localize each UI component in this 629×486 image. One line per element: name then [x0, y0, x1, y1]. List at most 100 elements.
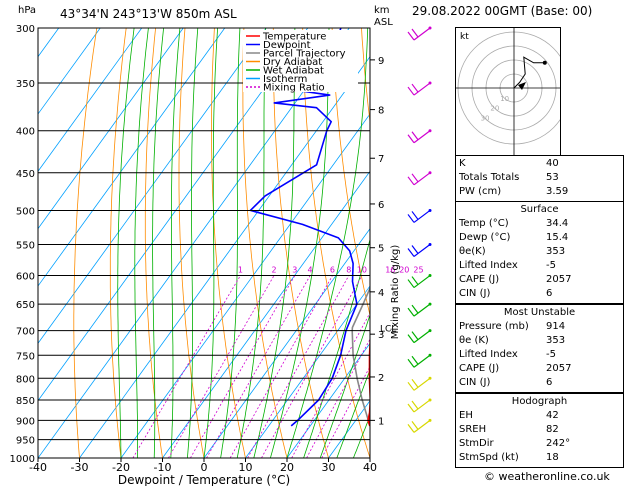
legend-label: Temperature — [262, 32, 326, 43]
index-label: PW (cm) — [459, 186, 502, 197]
wind-barb-flag — [407, 248, 415, 257]
legend-label: Dry Adiabat — [263, 57, 322, 68]
km-tick-label: 9 — [378, 56, 384, 67]
pressure-tick-label: 600 — [16, 272, 35, 283]
mixing-ratio-label: 16 — [385, 266, 395, 275]
surface-label: CIN (J) — [459, 288, 491, 299]
hodo-value: 82 — [546, 424, 559, 435]
wind-barb-flag — [411, 304, 419, 314]
wet-adiabat-line — [336, 368, 370, 458]
indices-panel: K 40 Totals Totals 53 PW (cm) 3.59 — [455, 155, 624, 202]
mixing-ratio-label: 8 — [346, 266, 351, 275]
wind-barb-flag — [407, 403, 415, 413]
temperature-series — [367, 329, 370, 427]
wind-barb-dot — [428, 129, 432, 133]
wind-barb-shaft — [413, 419, 431, 433]
pressure-tick-label: 350 — [16, 79, 35, 90]
mixing-ratio-label: 6 — [330, 266, 335, 275]
hodograph-ring-label: 30 — [481, 114, 490, 122]
wind-barb — [407, 376, 432, 391]
wind-barb-shaft — [413, 172, 431, 186]
surface-label: CAPE (J) — [459, 274, 500, 285]
pressure-tick-label: 450 — [16, 169, 35, 180]
wind-barb-shaft — [413, 244, 431, 257]
isotherm-line — [38, 28, 267, 345]
surface-value: -5 — [546, 260, 556, 271]
surface-title: Surface — [520, 204, 559, 215]
mu-label: Pressure (mb) — [459, 321, 529, 332]
surface-value: 353 — [546, 246, 566, 257]
wind-barb-flag — [407, 307, 415, 317]
legend-label: Wet Adiabat — [263, 66, 324, 77]
legend-label: Mixing Ratio — [263, 83, 325, 94]
copyright-footer[interactable]: © weatheronline.co.uk — [484, 470, 610, 483]
mu-label: θe (K) — [459, 335, 489, 346]
dry-adiabat-line — [144, 28, 163, 458]
wet-adiabat-line — [187, 28, 199, 458]
asl-unit-label: ASL — [374, 17, 393, 28]
index-value: 3.59 — [546, 186, 569, 197]
legend-label: Isotherm — [263, 74, 307, 85]
mixing-ratio-line — [247, 275, 350, 458]
surface-value: 2057 — [546, 274, 572, 285]
wind-barb-dot — [428, 398, 432, 402]
temperature-tick-label: 10 — [239, 461, 253, 474]
lcl-label: LCL — [380, 325, 396, 335]
dewpoint-series — [249, 28, 358, 427]
mu-value: -5 — [546, 349, 556, 360]
wind-barb — [407, 242, 432, 257]
wind-barb-flag — [407, 134, 415, 144]
wind-barb-flag — [407, 86, 415, 96]
surface-value: 15.4 — [546, 232, 569, 243]
temperature-tick-label: -10 — [154, 461, 172, 474]
isotherm-line — [38, 28, 184, 230]
mixing-ratio-label: 1 — [238, 266, 243, 275]
wind-barb-dot — [428, 208, 432, 212]
mixing-ratio-line — [168, 275, 275, 458]
surface-value: 34.4 — [546, 218, 569, 229]
hodograph-table-title: Hodograph — [511, 396, 568, 407]
mu-label: CAPE (J) — [459, 363, 500, 374]
wind-barb-flag — [411, 173, 419, 183]
wind-barb-dot — [428, 242, 432, 246]
pressure-tick-label: 750 — [16, 351, 35, 362]
hodo-label: StmSpd (kt) — [459, 452, 519, 463]
wet-adiabat-line — [319, 313, 370, 458]
temperature-tick-label: 40 — [363, 461, 377, 474]
mixing-ratio-line — [190, 275, 296, 458]
pressure-tick-label: 1000 — [10, 454, 35, 465]
pressure-tick-label: 850 — [16, 396, 35, 407]
hodo-value: 242° — [546, 438, 571, 449]
temperature-tick-label: -40 — [29, 461, 47, 474]
surface-label: Temp (°C) — [459, 218, 509, 229]
pressure-tick-label: 400 — [16, 127, 35, 138]
wind-barb-flag — [411, 355, 419, 365]
index-label: K — [459, 158, 466, 169]
wind-barb-dot — [428, 81, 432, 85]
surface-label: Lifted Index — [459, 260, 518, 271]
mixing-ratio-line — [261, 275, 363, 458]
mu-label: CIN (J) — [459, 377, 491, 388]
mixing-ratio-line — [206, 275, 311, 458]
hodograph-table-panel: Hodograph EH 42 SREH 82 StmDir 242° StmSpd … — [455, 393, 624, 468]
km-tick-label: 8 — [378, 106, 384, 117]
wind-barb — [407, 274, 432, 289]
wind-barb-flag — [407, 31, 415, 41]
wind-barb-dot — [428, 353, 432, 357]
isotherm-line — [162, 170, 370, 458]
wind-barb-shaft — [413, 82, 431, 96]
hodograph-path — [513, 56, 545, 89]
pressure-tick-label: 800 — [16, 374, 35, 385]
wind-barb-shaft — [413, 27, 431, 41]
pressure-tick-label: 650 — [16, 300, 35, 311]
mixing-ratio-label: 4 — [308, 266, 313, 275]
km-tick-label: 4 — [378, 288, 384, 299]
surface-label: Dewp (°C) — [459, 232, 511, 243]
isotherm-line — [38, 28, 309, 402]
km-tick-label: 5 — [378, 244, 384, 255]
pressure-tick-label: 550 — [16, 240, 35, 251]
wind-barb — [407, 129, 432, 144]
